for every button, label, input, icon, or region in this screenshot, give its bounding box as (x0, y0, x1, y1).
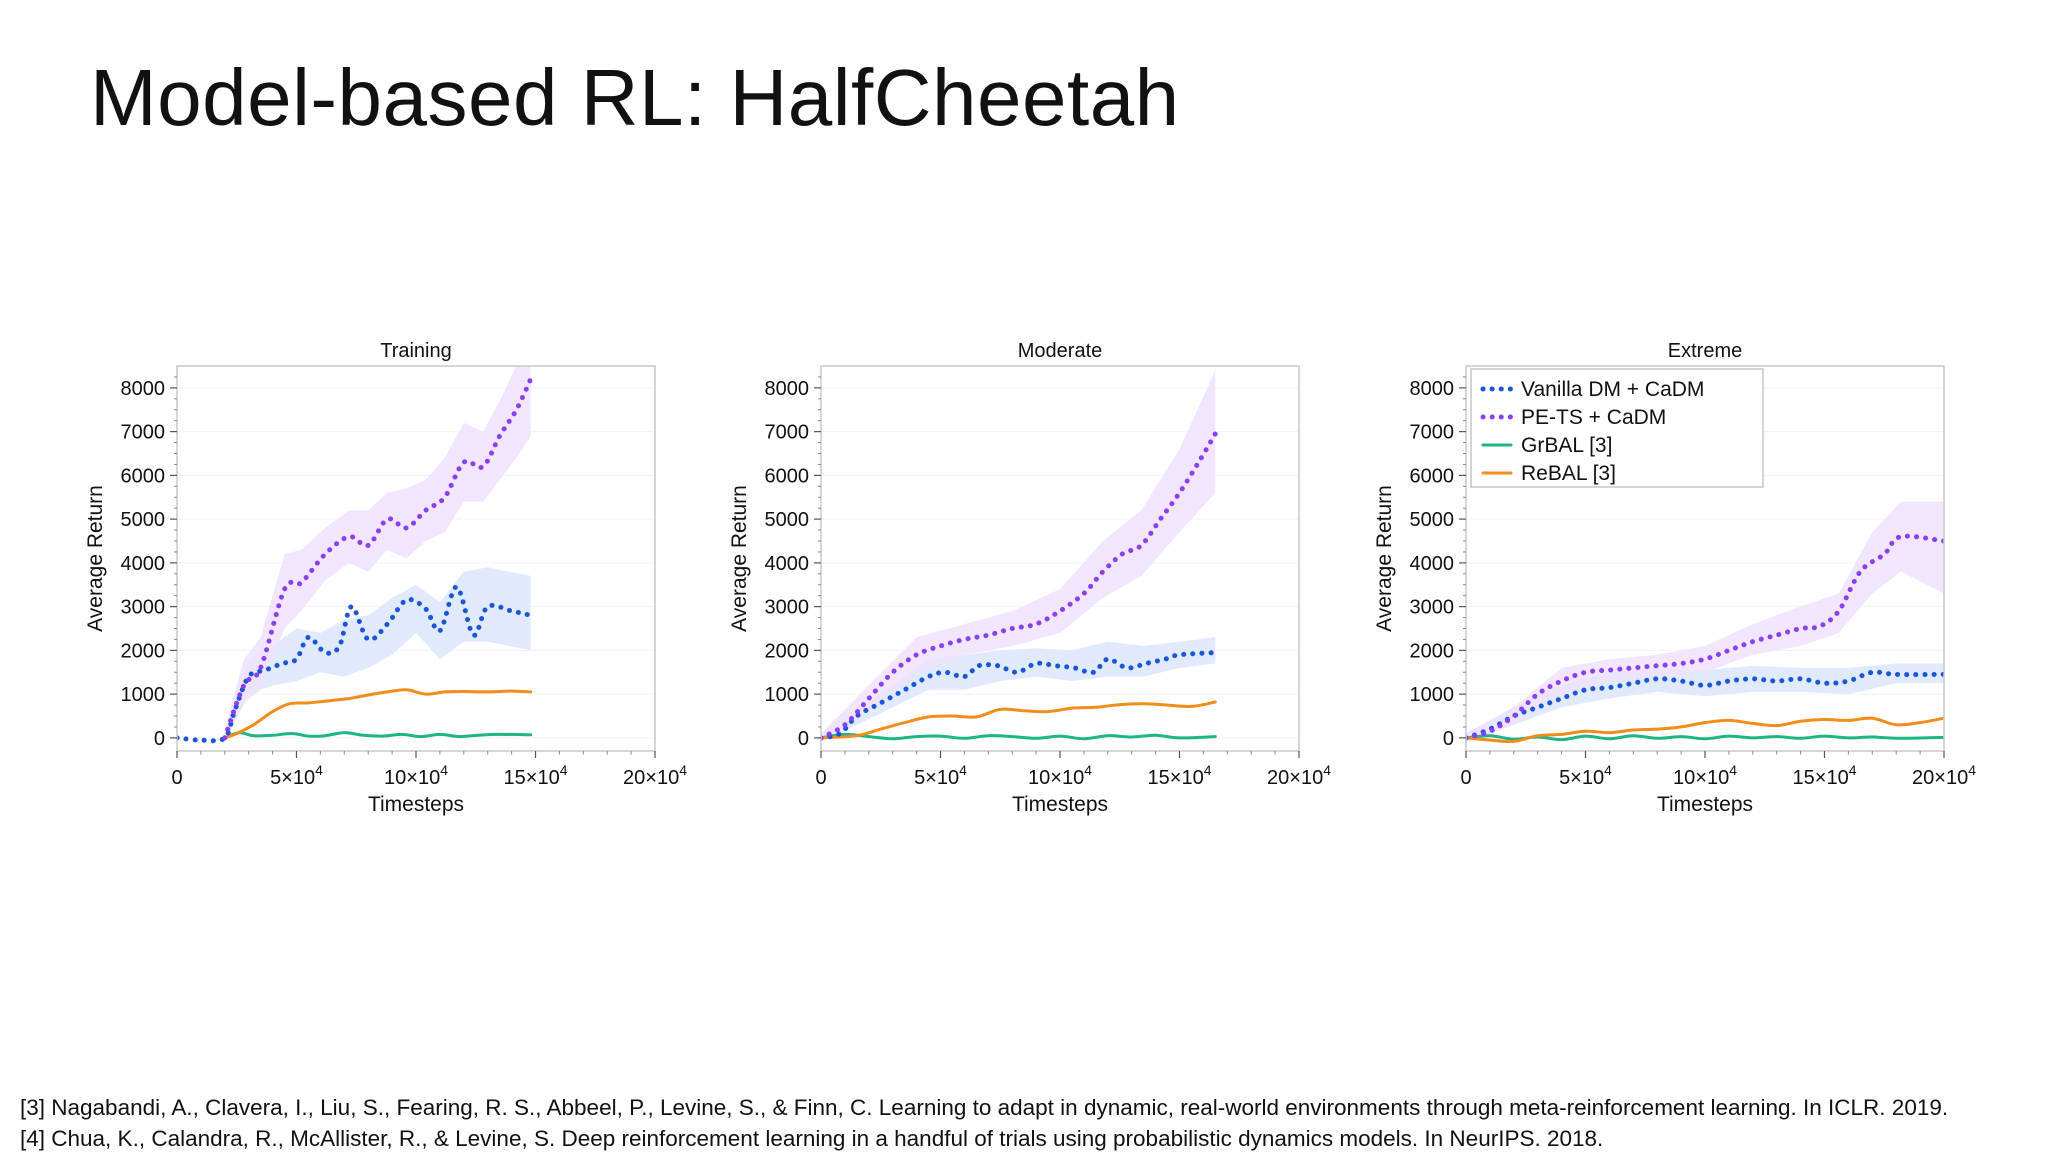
reference-4: [4] Chua, K., Calandra, R., McAllister, … (20, 1126, 1604, 1151)
y-tick-label: 0 (1443, 728, 1454, 750)
x-tick-label: 0 (1460, 767, 1471, 789)
x-tick-label: 0 (171, 767, 182, 789)
slide-title: Model-based RL: HalfCheetah (90, 53, 1180, 142)
y-tick-label: 5000 (121, 509, 166, 531)
x-axis-label: Timesteps (1012, 793, 1108, 816)
y-axis-label: Average Return (728, 485, 751, 632)
y-tick-label: 2000 (765, 640, 810, 662)
x-tick-label: 0 (815, 767, 826, 789)
legend-box (1470, 368, 1764, 488)
y-axis-label: Average Return (84, 485, 107, 632)
y-tick-label: 3000 (1410, 597, 1455, 619)
x-tick-label: 20×104 (623, 762, 687, 789)
y-tick-label: 4000 (121, 553, 166, 575)
plot-series (821, 370, 1218, 743)
y-tick-label: 6000 (121, 465, 166, 487)
plot-series (1466, 501, 1944, 744)
pets-confidence-band (1466, 501, 1944, 743)
y-axis-label: Average Return (1373, 485, 1396, 632)
chart-title: Moderate (1018, 340, 1103, 362)
y-tick-label: 2000 (1410, 640, 1455, 662)
x-tick-label: 15×104 (1148, 762, 1212, 789)
y-tick-label: 8000 (121, 378, 166, 400)
y-tick-label: 1000 (121, 684, 166, 706)
chart-extreme: Extreme 0 1000 2000 3000 4000 5000 6000 7000 8000… (1373, 340, 1976, 816)
x-tick-label: 15×104 (504, 762, 568, 789)
y-tick-label: 3000 (121, 597, 166, 619)
vanilla-confidence-band (821, 637, 1216, 743)
chart-title: Training (380, 340, 452, 362)
x-tick-label: 10×104 (1028, 762, 1092, 789)
legend-label-grbal: GrBAL [3] (1521, 434, 1612, 457)
grbal-series-line (223, 731, 533, 740)
y-tick-label: 0 (154, 728, 165, 750)
x-tick-label: 20×104 (1912, 762, 1976, 789)
legend-label-pets: PE-TS + CaDM (1521, 406, 1666, 429)
chart-title: Extreme (1668, 340, 1742, 362)
x-tick-label: 5×104 (914, 762, 967, 789)
x-tick-label: 5×104 (270, 762, 323, 789)
chart-training: Training 0 1000 2000 3000 4000 5000 6000 7000 800… (84, 340, 687, 816)
pets-series-line (222, 376, 534, 741)
y-tick-label: 6000 (1410, 465, 1455, 487)
y-tick-label: 7000 (121, 422, 166, 444)
vanilla-series-line (1466, 669, 1944, 741)
y-tick-label: 6000 (765, 465, 810, 487)
vanilla-confidence-band (224, 567, 531, 743)
rebal-series-line (1466, 716, 1944, 744)
x-tick-label: 15×104 (1793, 762, 1857, 789)
y-tick-label: 5000 (765, 509, 810, 531)
legend-label-rebal: ReBAL [3] (1521, 462, 1616, 485)
reference-3: [3] Nagabandi, A., Clavera, I., Liu, S.,… (20, 1095, 1949, 1120)
y-tick-label: 8000 (1410, 378, 1455, 400)
y-tick-label: 7000 (765, 422, 810, 444)
y-tick-label: 8000 (765, 378, 810, 400)
y-tick-label: 1000 (765, 684, 810, 706)
pets-confidence-band (821, 370, 1216, 743)
plot-series (177, 366, 534, 744)
y-tick-label: 7000 (1410, 422, 1455, 444)
x-tick-label: 5×104 (1559, 762, 1612, 789)
y-tick-label: 5000 (1410, 509, 1455, 531)
vanilla-series-line (177, 584, 534, 744)
grbal-series-line (821, 732, 1217, 741)
rebal-series-line (821, 700, 1217, 740)
grbal-series-line (1466, 734, 1944, 742)
pets-series-line (1466, 533, 1944, 741)
legend-label-vanilla: Vanilla DM + CaDM (1521, 378, 1704, 401)
x-tick-label: 20×104 (1267, 762, 1331, 789)
y-tick-label: 4000 (1410, 553, 1455, 575)
y-tick-label: 4000 (765, 553, 810, 575)
x-tick-label: 10×104 (1673, 762, 1737, 789)
rebal-series-line (223, 688, 533, 740)
y-tick-label: 0 (798, 728, 809, 750)
y-tick-label: 2000 (121, 640, 166, 662)
x-axis-label: Timesteps (1657, 793, 1753, 816)
y-tick-label: 3000 (765, 597, 810, 619)
pets-series-line (821, 431, 1218, 741)
x-axis-label: Timesteps (368, 793, 464, 816)
pets-confidence-band (224, 366, 531, 743)
references: [3] Nagabandi, A., Clavera, I., Liu, S.,… (20, 1092, 1948, 1154)
chart-legend: Vanilla DM + CaDM PE-TS + CaDM GrBAL [3] Re… (1470, 368, 1764, 488)
vanilla-series-line (821, 650, 1218, 741)
chart-moderate: Moderate 0 1000 2000 3000 4000 5000 6000 7000 800… (728, 340, 1331, 816)
y-tick-label: 1000 (1410, 684, 1455, 706)
x-tick-label: 10×104 (384, 762, 448, 789)
